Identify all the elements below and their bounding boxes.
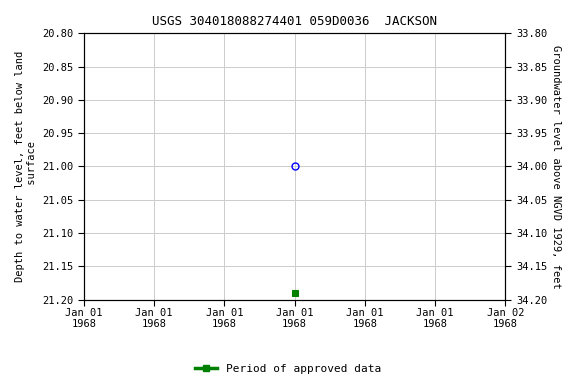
Title: USGS 304018088274401 059D0036  JACKSON: USGS 304018088274401 059D0036 JACKSON [152,15,437,28]
Y-axis label: Depth to water level, feet below land
 surface: Depth to water level, feet below land su… [15,51,37,282]
Legend: Period of approved data: Period of approved data [191,359,385,379]
Y-axis label: Groundwater level above NGVD 1929, feet: Groundwater level above NGVD 1929, feet [551,45,561,288]
